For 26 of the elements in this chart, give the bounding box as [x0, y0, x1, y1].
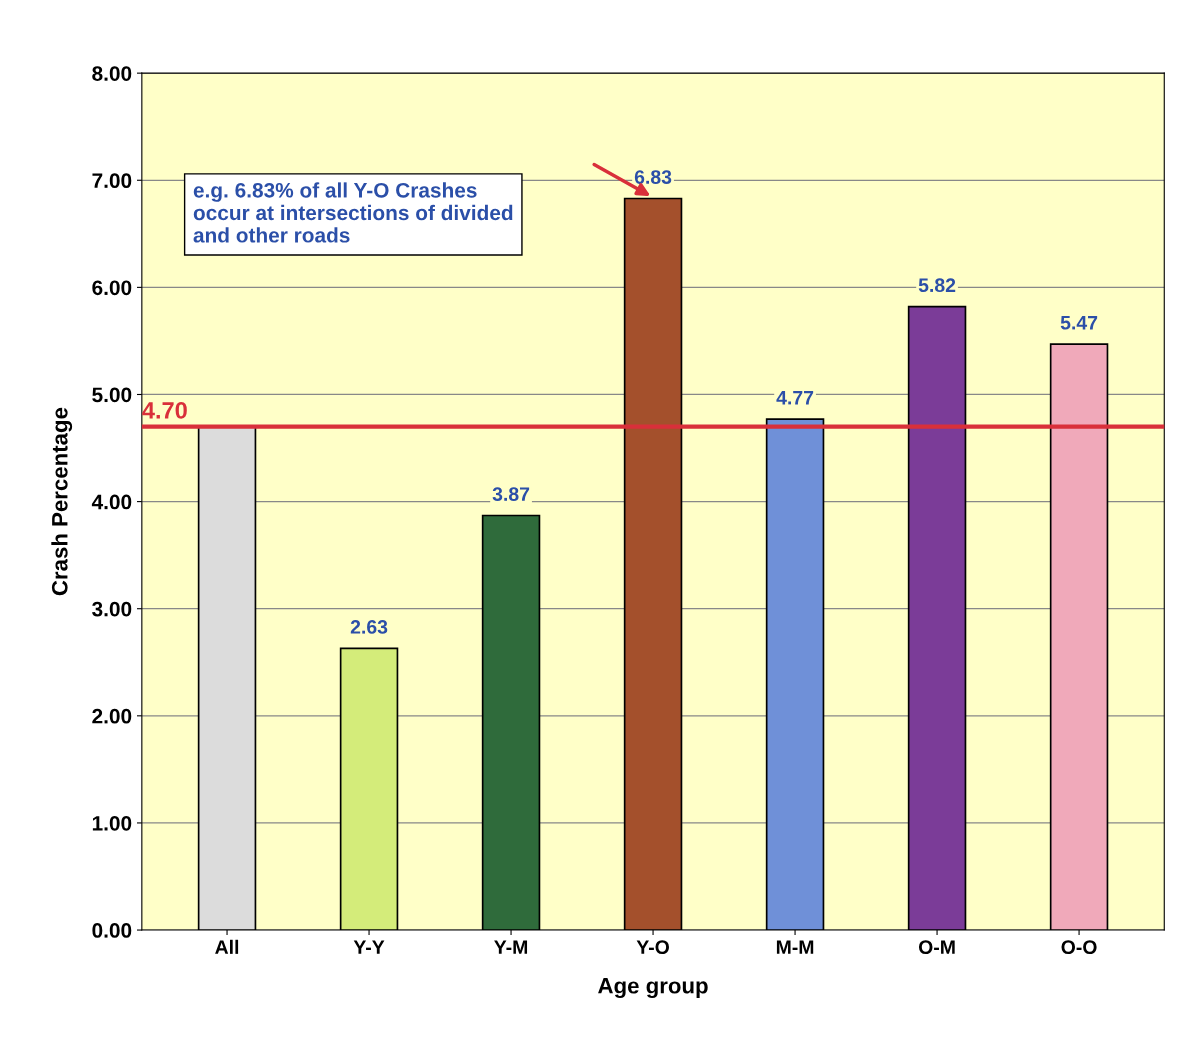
x-tick-label: M-M: [776, 940, 814, 954]
x-tick-label: Y-Y: [353, 940, 385, 954]
y-tick-label: 6.00: [92, 280, 132, 296]
x-tick-label: Y-M: [494, 940, 528, 954]
ref-line-label: 4.70: [142, 402, 187, 419]
data-label: 4.77: [776, 391, 814, 405]
y-tick-label: 1.00: [92, 815, 132, 831]
y-tick-label: 4.00: [91, 494, 132, 510]
x-tick-label: Y-O: [636, 940, 669, 955]
x-axis-title: Age group: [598, 978, 708, 999]
data-label: 5.47: [1060, 316, 1098, 330]
data-label: 5.82: [918, 278, 956, 293]
y-tick-label: 3.00: [92, 601, 132, 617]
data-label: 3.87: [492, 487, 530, 501]
y-tick-label: 5.00: [92, 387, 132, 403]
data-label: 2.63: [350, 620, 388, 634]
x-tick-label: All: [215, 939, 239, 954]
x-tick-label: O-M: [918, 940, 955, 955]
x-tick-label: O-O: [1061, 940, 1097, 955]
annotation: e.g. 6.83% of all Y-O Crashes occur at intersections of divided and other roads: [193, 182, 513, 243]
y-tick-label: 7.00: [92, 173, 132, 189]
y-tick-label: 2.00: [92, 708, 132, 724]
y-tick-label: 8.00: [92, 66, 132, 81]
data-label: 6.83: [634, 170, 672, 184]
y-axis-title: Crash Percentage: [51, 407, 73, 596]
y-tick-label: 0.00: [92, 923, 132, 938]
